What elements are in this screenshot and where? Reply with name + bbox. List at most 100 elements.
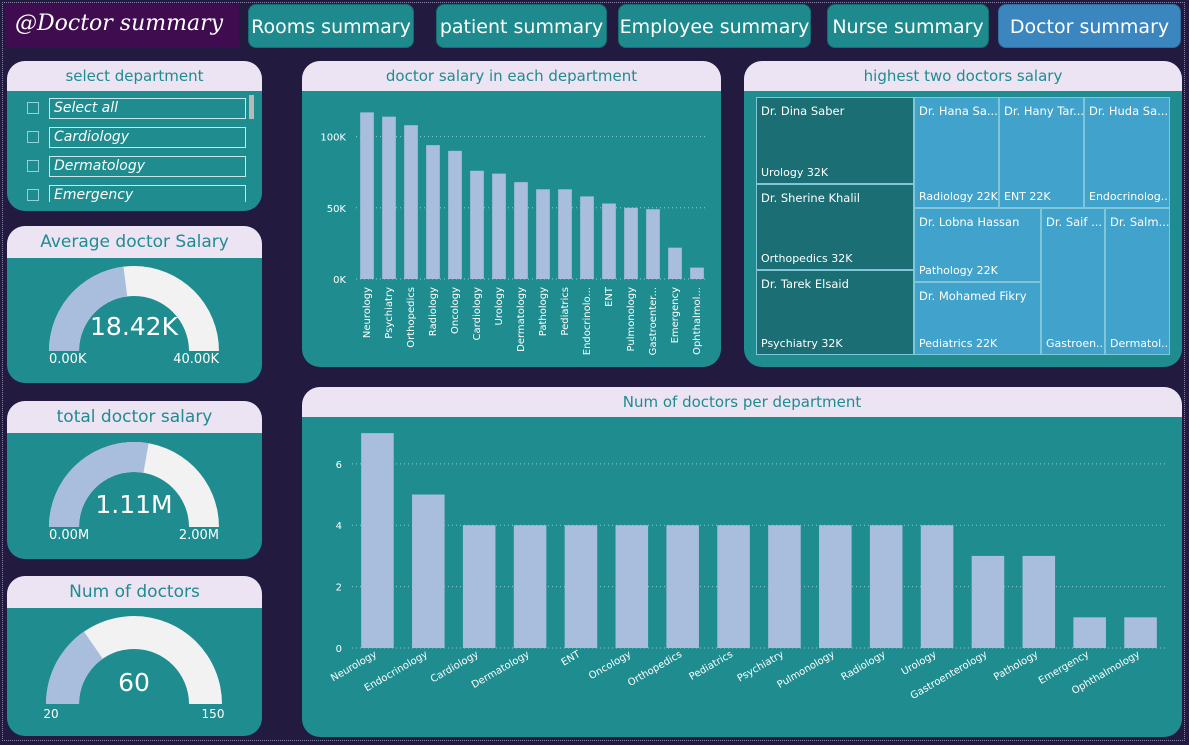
tile-label: Endocrinolog...	[1089, 190, 1170, 203]
nav-patient-summary-button[interactable]: patient summary	[436, 4, 607, 48]
x-tick-label: ENT	[604, 286, 615, 307]
bar	[615, 525, 649, 648]
checkbox-icon[interactable]	[27, 102, 39, 114]
x-tick-label: Neurology	[362, 287, 373, 338]
x-tick-label: ENT	[560, 649, 584, 669]
y-tick-label: 50K	[327, 204, 347, 215]
bar	[404, 125, 418, 279]
avg-salary-gauge: 18.42K 0.00K 40.00K	[49, 266, 219, 367]
treemap-tile[interactable]: Dr. Lobna Hassan Pathology 22K	[914, 208, 1041, 282]
num-doctors-gauge: 60 20 150	[43, 616, 225, 721]
total-salary-gauge: 1.11M 0.00M 2.00M	[49, 442, 219, 543]
bar	[920, 525, 954, 648]
bar	[492, 173, 506, 279]
slicer-item-dermatology[interactable]: Dermatology	[7, 153, 262, 182]
bar	[448, 150, 462, 279]
tile-label: Urology 32K	[761, 166, 829, 179]
doctor-count-chart-card: Num of doctors per department 0 2 4 6 Neurol…	[302, 387, 1182, 737]
count-chart-title: Num of doctors per department	[302, 387, 1182, 417]
tile-label: Radiology 22K	[919, 190, 998, 203]
x-tick-label: Pathology	[992, 649, 1040, 683]
nav-rooms-summary-button[interactable]: Rooms summary	[248, 4, 414, 48]
gauge-max-label: 40.00K	[173, 352, 219, 367]
tile-name: Dr. Hana Sa...	[919, 104, 998, 118]
tile-name: Dr. Tarek Elsaid	[761, 277, 849, 291]
num-doctors-gauge-card: Num of doctors 60 20 150	[7, 576, 262, 736]
tile-label: Psychiatry 32K	[761, 337, 843, 350]
nav-nurse-summary-button[interactable]: Nurse summary	[827, 4, 989, 48]
department-slicer: select department Select all Cardiology …	[7, 61, 262, 211]
treemap-tile[interactable]: Dr. Hana Sa... Radiology 22K	[914, 97, 999, 208]
gauge-value: 1.11M	[95, 490, 172, 519]
total-salary-gauge-card: total doctor salary 1.11M 0.00M 2.00M	[7, 401, 262, 559]
treemap-tile[interactable]: Dr. Hany Tar... ENT 22K	[999, 97, 1084, 208]
gauge-min-label: 0.00M	[49, 528, 89, 543]
treemap-tile[interactable]: Dr. Saif ... Gastroen...	[1041, 208, 1105, 355]
checkbox-icon[interactable]	[27, 160, 39, 172]
top-salary-treemap: Dr. Dina Saber Urology 32K Dr. Sherine K…	[756, 97, 1170, 355]
tile-name: Dr. Dina Saber	[761, 104, 845, 118]
x-tick-label: Pediatrics	[687, 649, 735, 683]
tile-label: Pediatrics 22K	[919, 337, 998, 350]
x-tick-label: Radiology	[840, 649, 888, 683]
gauge-fill	[49, 442, 149, 527]
bar	[360, 112, 374, 279]
nav-employee-summary-button[interactable]: Employee summary	[618, 4, 811, 48]
tile-name: Dr. Salm...	[1110, 215, 1170, 229]
slicer-item-cardiology[interactable]: Cardiology	[7, 124, 262, 153]
x-tick-label: Pulmonology	[775, 649, 836, 691]
nav-doctor-summary-button[interactable]: Doctor summary	[998, 4, 1181, 48]
x-tick-label: Oncology	[587, 649, 633, 682]
treemap-tile[interactable]: Dr. Salm... Dermatol...	[1105, 208, 1170, 355]
bar	[462, 525, 496, 648]
bar	[412, 494, 445, 648]
bar	[361, 433, 394, 648]
x-tick-label: Pediatrics	[560, 287, 571, 336]
tile-label: Orthopedics 32K	[761, 252, 853, 265]
bar	[666, 525, 699, 648]
bar	[869, 525, 903, 648]
bar	[580, 196, 594, 279]
x-tick-label: Pathology	[538, 287, 549, 336]
slicer-title: select department	[7, 61, 262, 91]
x-tick-label: Urology	[494, 287, 505, 326]
slicer-item-emergency[interactable]: Emergency	[7, 182, 262, 202]
salary-chart-title: doctor salary in each department	[302, 61, 721, 91]
slicer-item-select-all[interactable]: Select all	[7, 95, 262, 124]
y-tick-label: 4	[336, 521, 342, 532]
bar	[668, 247, 682, 279]
gauge-min-label: 20	[43, 707, 58, 721]
checkbox-icon[interactable]	[27, 189, 39, 201]
avg-salary-title: Average doctor Salary	[7, 226, 262, 258]
treemap-title: highest two doctors salary	[744, 61, 1182, 91]
treemap-tile[interactable]: Dr. Dina Saber Urology 32K	[756, 97, 914, 184]
treemap-tile[interactable]: Dr. Sherine Khalil Orthopedics 32K	[756, 184, 914, 270]
gauge-max-label: 2.00M	[179, 528, 219, 543]
treemap-tile[interactable]: Dr. Tarek Elsaid Psychiatry 32K	[756, 270, 914, 355]
x-tick-label: Dermatology	[516, 287, 527, 352]
bar	[602, 203, 616, 279]
bar	[624, 207, 638, 279]
bar	[690, 267, 704, 279]
bar	[768, 525, 801, 648]
checkbox-icon[interactable]	[27, 131, 39, 143]
slicer-item-label: Select all	[49, 98, 246, 119]
page-title: @Doctor summary	[5, 4, 239, 47]
y-tick-label: 6	[336, 460, 342, 471]
bar	[536, 189, 550, 279]
tile-name: Dr. Huda Sa...	[1089, 104, 1169, 118]
gauge-value: 18.42K	[90, 312, 179, 341]
gauge-max-label: 150	[202, 707, 225, 721]
x-tick-label: Psychiatry	[384, 287, 395, 339]
y-tick-label: 100K	[320, 133, 346, 144]
bar	[1022, 555, 1056, 648]
treemap-tile[interactable]: Dr. Mohamed Fikry Pediatrics 22K	[914, 282, 1041, 355]
tile-name: Dr. Saif ...	[1046, 215, 1103, 229]
gauge-fill	[46, 631, 103, 704]
treemap-tile[interactable]: Dr. Huda Sa... Endocrinolog...	[1084, 97, 1170, 208]
slicer-scrollbar[interactable]	[249, 95, 254, 119]
gauge-min-label: 0.00K	[49, 352, 87, 367]
bar	[717, 525, 750, 648]
